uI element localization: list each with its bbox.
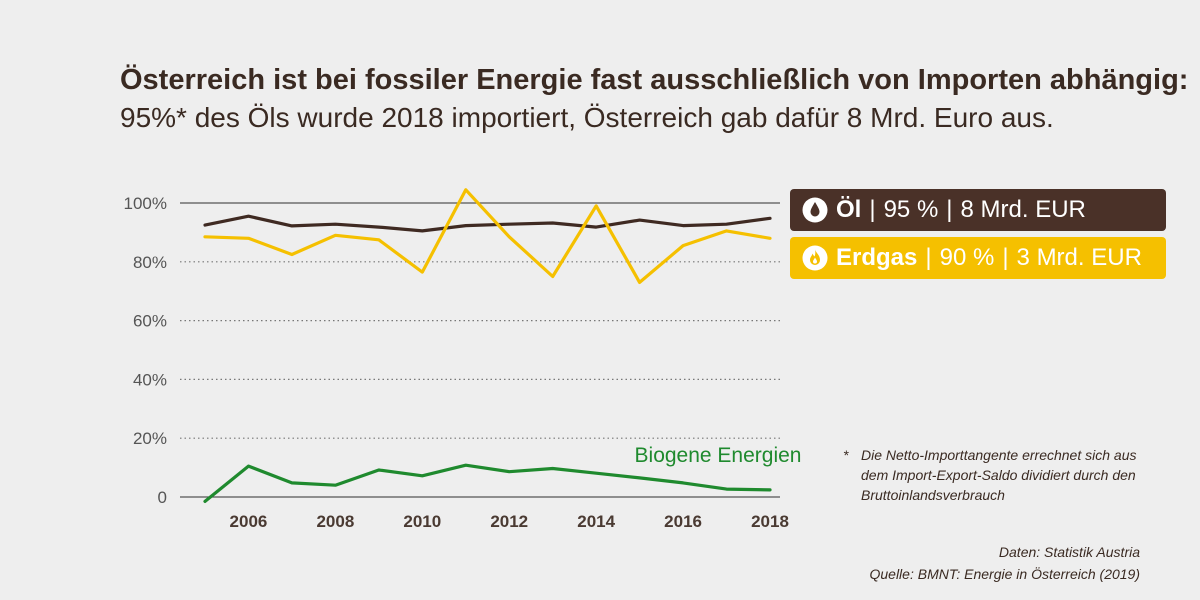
- x-tick-label: 2010: [403, 512, 441, 531]
- legend-gas-share: 90 %: [939, 244, 995, 271]
- x-tick-label: 2006: [230, 512, 268, 531]
- chart-subtitle: 95%* des Öls wurde 2018 importiert, Öste…: [120, 102, 1054, 133]
- legend-oil-separator-2: |: [946, 196, 953, 223]
- series-line-bio: [203, 463, 772, 503]
- chart-title: Österreich ist bei fossiler Energie fast…: [120, 64, 1189, 96]
- x-tick-label: 2008: [316, 512, 354, 531]
- series-line-gas: [203, 188, 772, 284]
- y-tick-label: 20%: [133, 429, 167, 448]
- y-tick-label: 80%: [133, 253, 167, 272]
- legend-oil-separator-1: |: [869, 196, 876, 223]
- legend-gas-separator-1: |: [925, 244, 932, 271]
- legend-gas-separator-2: |: [1002, 244, 1009, 271]
- legend-oil-cost: 8 Mrd. EUR: [960, 196, 1086, 223]
- footnote-text: Die Netto-Importtangente errechnet sich …: [861, 447, 1137, 503]
- y-tick-label: 40%: [133, 370, 167, 389]
- series-line-oil: [203, 214, 772, 233]
- source-data: Daten: Statistik Austria: [998, 544, 1140, 560]
- flame-icon: [802, 245, 828, 271]
- legend-gas: Erdgas | 90 % | 3 Mrd. EUR: [790, 237, 1166, 279]
- legend-oil-share: 95 %: [883, 196, 939, 223]
- y-tick-label: 60%: [133, 312, 167, 331]
- series-annotation-bio: Biogene Energien: [635, 444, 802, 467]
- y-tick-label: 100%: [124, 194, 167, 213]
- x-tick-label: 2014: [577, 512, 615, 531]
- footnote-marker: *: [843, 447, 849, 463]
- legend-gas-name: Erdgas: [836, 244, 918, 271]
- legend-gas-cost: 3 Mrd. EUR: [1016, 244, 1142, 271]
- x-tick-label: 2018: [751, 512, 789, 531]
- x-tick-label: 2012: [490, 512, 528, 531]
- source-block: Daten: Statistik Austria Quelle: BMNT: E…: [869, 541, 1140, 585]
- y-tick-label: 0: [158, 488, 167, 507]
- source-quelle: Quelle: BMNT: Energie in Österreich (201…: [869, 566, 1140, 582]
- legend-oil: Öl | 95 % | 8 Mrd. EUR: [790, 189, 1166, 231]
- x-tick-label: 2016: [664, 512, 702, 531]
- legend-oil-name: Öl: [836, 196, 862, 223]
- oil-drop-icon: [802, 197, 828, 223]
